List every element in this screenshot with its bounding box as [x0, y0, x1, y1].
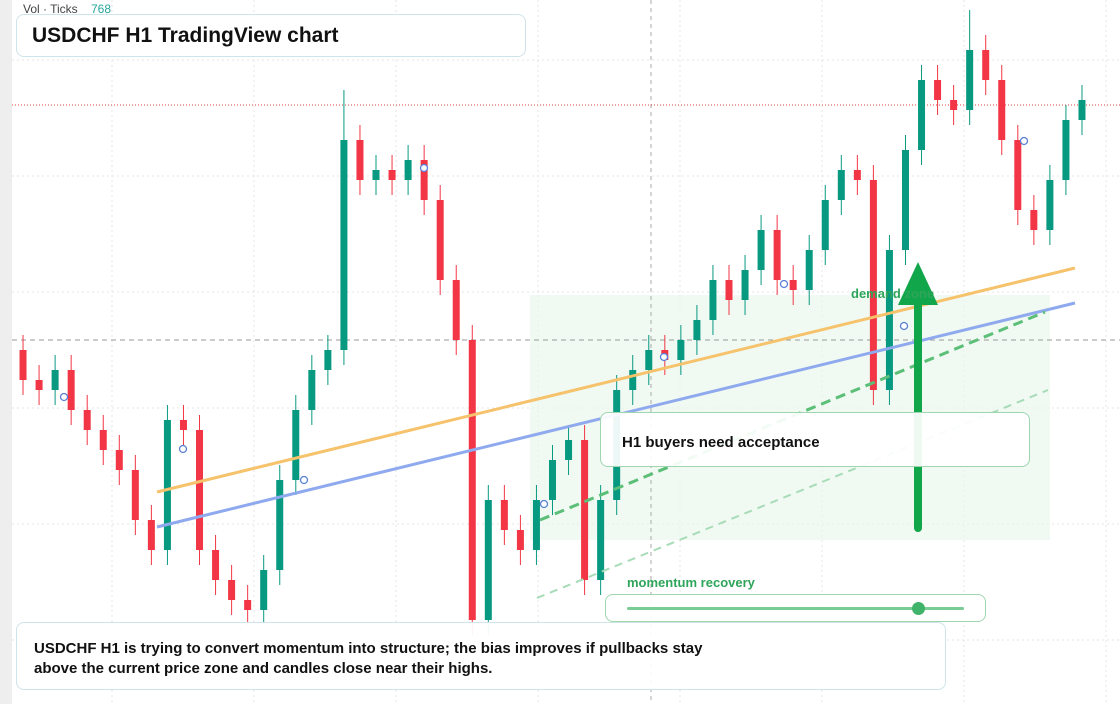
candle-body — [404, 160, 412, 180]
candle-body — [436, 200, 444, 280]
candle-body — [629, 370, 637, 390]
candle-body — [131, 470, 139, 520]
candle-body — [308, 370, 316, 410]
candle-body — [276, 480, 284, 570]
candle-body — [212, 550, 220, 580]
candle-body — [918, 80, 926, 150]
candle-body — [19, 350, 27, 380]
channel-line — [536, 389, 1049, 599]
candle-body — [725, 280, 733, 300]
candle-body — [869, 180, 877, 390]
candle-body — [388, 170, 396, 180]
candle-body — [356, 140, 364, 180]
candle-body — [1030, 210, 1038, 230]
candle-body — [1078, 100, 1086, 120]
candle-body — [452, 280, 460, 340]
candle-body — [99, 430, 107, 450]
title-box: USDCHF H1 TradingView chart — [16, 14, 526, 57]
callout: H1 buyers need acceptance — [622, 434, 820, 451]
candle-body — [693, 320, 701, 340]
candle-body — [565, 440, 573, 460]
candle-body — [549, 460, 556, 500]
candle-body — [901, 150, 909, 250]
candle-body — [324, 350, 332, 370]
candle-body — [484, 500, 492, 620]
candle-body — [757, 230, 765, 270]
summary-box: USDCHF H1 is trying to convert momentum … — [16, 622, 946, 690]
zone-label: demand zone — [851, 286, 934, 301]
candle-body — [1046, 180, 1054, 230]
candle-body — [741, 270, 749, 300]
candle-body — [998, 80, 1006, 140]
candle-body — [292, 410, 300, 480]
candle-body — [83, 410, 91, 430]
candle-body — [228, 580, 236, 600]
candle-body — [196, 430, 204, 550]
candle-body — [709, 280, 717, 320]
title: USDCHF H1 TradingView chart — [32, 24, 339, 47]
candle-body — [885, 250, 893, 390]
slider-label: momentum recovery — [627, 575, 756, 590]
candle-body — [581, 440, 589, 580]
vol-value: 768 — [91, 2, 111, 16]
summary: USDCHF H1 is trying to convert momentum … — [34, 640, 703, 677]
candle-body — [179, 420, 187, 430]
candle-body — [853, 170, 861, 180]
slider-knob[interactable] — [912, 602, 925, 615]
candle-body — [773, 230, 781, 280]
candle-body — [147, 520, 155, 550]
candle-body — [982, 50, 990, 80]
candle-body — [372, 170, 380, 180]
candle-body — [805, 250, 813, 290]
candle-body — [950, 100, 958, 110]
candle-body — [532, 500, 540, 550]
candle-body — [934, 80, 942, 100]
arrow-head — [898, 262, 938, 305]
candle-body — [244, 600, 252, 610]
candle-body — [260, 570, 268, 610]
candle-body — [677, 340, 685, 360]
candle-body — [420, 160, 428, 200]
candle-body — [163, 420, 171, 550]
candle-body — [1014, 140, 1022, 210]
left-strip — [0, 0, 12, 704]
candle-body — [516, 530, 524, 550]
candle-body — [821, 200, 829, 250]
candle-body — [340, 140, 348, 350]
candle-body — [500, 500, 508, 530]
candle-body — [1062, 120, 1070, 180]
candle-body — [468, 340, 476, 620]
candle-body — [966, 50, 974, 110]
candle-body — [837, 170, 845, 200]
candle-body — [115, 450, 123, 470]
candle-body — [645, 350, 653, 370]
markers — [59, 136, 1029, 509]
candle-body — [67, 370, 75, 410]
candle-body — [51, 370, 59, 390]
candle-body — [35, 380, 43, 390]
slider-track — [627, 607, 964, 610]
slider[interactable] — [605, 594, 986, 622]
candle-body — [789, 280, 797, 290]
vol-label: Vol · Ticks — [23, 2, 78, 16]
candle-body — [597, 500, 605, 580]
callout-box: H1 buyers need acceptance — [600, 412, 1030, 467]
